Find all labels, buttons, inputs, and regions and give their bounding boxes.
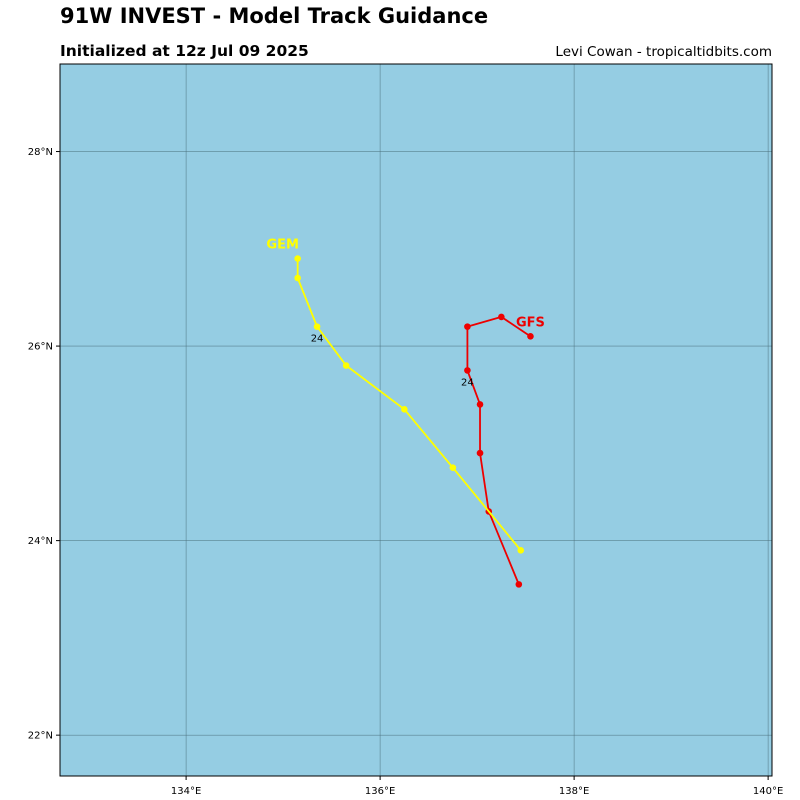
lat-tick-label: 24°N: [28, 536, 53, 547]
track-point: [313, 323, 321, 330]
track-point: [449, 464, 457, 471]
track-point: [527, 333, 534, 340]
track-point: [401, 406, 408, 413]
track-point: [342, 362, 350, 369]
lon-tick-label: 136°E: [365, 786, 395, 797]
lon-tick-label: 140°E: [753, 786, 783, 797]
lat-tick-label: 28°N: [28, 147, 53, 158]
page-title: 91W INVEST - Model Track Guidance: [60, 4, 489, 28]
track-point: [464, 367, 471, 374]
init-time-subtitle: Initialized at 12z Jul 09 2025: [60, 42, 309, 60]
model-name-label: GEM: [266, 238, 299, 253]
forecast-hour-label: 24: [461, 377, 474, 388]
credit-text: Levi Cowan - tropicaltidbits.com: [555, 44, 772, 60]
model-tracks: GFS 24 GEM 24: [266, 238, 545, 588]
graticule: [60, 64, 772, 776]
track-point: [464, 323, 471, 330]
track-point: [498, 313, 505, 321]
track-line: [466, 315, 531, 585]
lat-tick-label: 22°N: [28, 731, 53, 742]
lon-tick-label: 138°E: [559, 786, 589, 797]
ocean-background: [60, 64, 772, 776]
map-frame: [59, 63, 773, 777]
model-name-label: GFS: [516, 315, 545, 330]
forecast-hour-label: 24: [311, 334, 324, 345]
track-point: [515, 581, 523, 588]
track-point: [517, 547, 525, 554]
lat-tick-label: 26°N: [28, 342, 53, 353]
track-gem: GEM 24: [266, 238, 525, 554]
track-point: [476, 401, 484, 408]
axis-labels: 134°E 136°E 138°E 140°E 22°N 24°N 26°N 28°N: [28, 147, 784, 797]
track-point: [294, 255, 301, 262]
track-point: [294, 274, 301, 282]
lon-tick-label: 134°E: [171, 786, 201, 797]
track-point: [476, 449, 484, 457]
